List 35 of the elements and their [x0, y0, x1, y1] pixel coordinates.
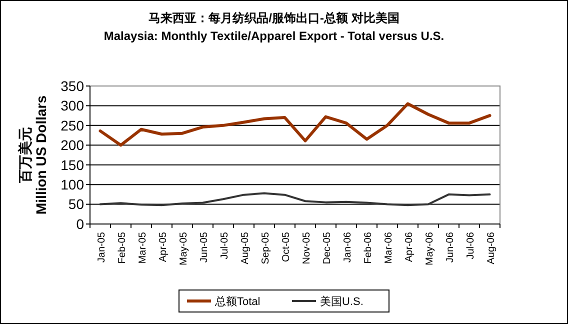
x-tick-label: Jul-05 [219, 232, 230, 260]
legend-label: 总额Total [214, 294, 260, 308]
y-tick-label: 250 [60, 117, 84, 134]
x-tick-label: Jan-06 [342, 232, 354, 263]
x-tick-label: Feb-05 [116, 232, 128, 264]
x-tick-label: Jun-06 [444, 232, 456, 263]
x-tick-label: Dec-05 [322, 232, 333, 264]
chart-subtitle: Malaysia: Monthly Textile/Apparel Export - Total versus U.S. [104, 29, 444, 43]
y-tick-label: 100 [60, 176, 84, 192]
line-series [98, 102, 492, 147]
y-tick-label: 50 [68, 196, 84, 212]
legend-label: 美国U.S. [320, 294, 364, 308]
y-tick-label: 300 [60, 98, 84, 114]
x-tick-label: Jul-06 [465, 232, 476, 260]
x-tick-label: Jan-05 [96, 232, 108, 263]
y-axis-title: 百万美元 Million US Dollars [17, 95, 49, 215]
x-tick-label: Aug-06 [486, 232, 497, 264]
y-tick-label: 0 [76, 216, 84, 232]
x-tick-label: May-05 [178, 232, 190, 266]
x-tick-label: Mar-05 [137, 232, 148, 264]
x-tick-label: Apr-05 [158, 232, 169, 262]
x-tick-label: Feb-06 [362, 232, 374, 264]
x-tick-label: Oct-05 [280, 232, 292, 262]
x-tick-label: Sep-05 [260, 232, 272, 264]
x-tick-label: Apr-06 [404, 232, 415, 262]
x-tick-label: Nov-05 [301, 232, 312, 264]
line-series [99, 192, 491, 206]
x-tick-label: May-06 [424, 232, 436, 266]
chart-title: 马来西亚：每月纺织品/服饰出口-总额 对比美国 [148, 11, 400, 25]
y-tick-label: 200 [60, 137, 84, 154]
x-tick-label: Mar-06 [383, 232, 394, 264]
y-tick-label: 150 [60, 156, 84, 173]
x-tick-label: Aug-05 [240, 232, 251, 264]
y-tick-label: 350 [60, 78, 84, 94]
x-tick-label: Jun-05 [198, 232, 210, 263]
